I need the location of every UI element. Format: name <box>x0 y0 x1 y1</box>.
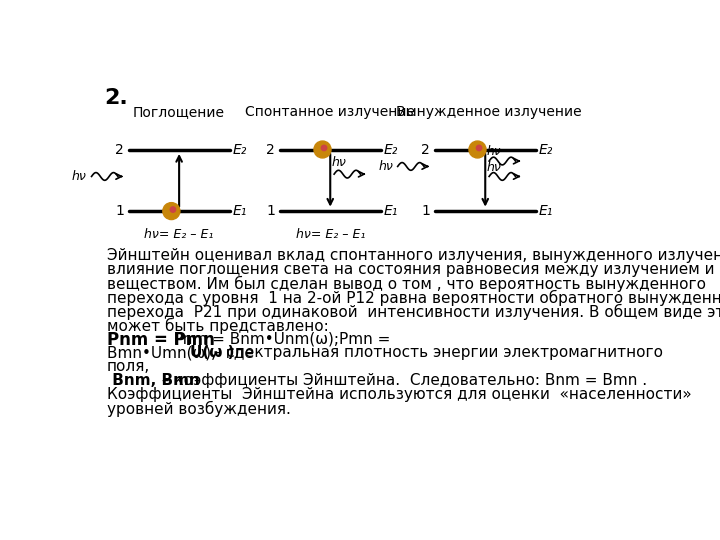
Text: Bmn•Umn(ω),  где: Bmn•Umn(ω), где <box>107 345 258 360</box>
Text: U(ω ): U(ω ) <box>190 345 235 360</box>
Text: hν: hν <box>332 156 346 169</box>
Circle shape <box>170 207 176 212</box>
Circle shape <box>321 145 327 151</box>
Text: hν: hν <box>72 170 87 183</box>
Circle shape <box>477 145 482 151</box>
Text: hν: hν <box>487 161 502 174</box>
Text: влияние поглощения света на состояния равновесия между излучением и: влияние поглощения света на состояния ра… <box>107 262 714 277</box>
Text: E₂: E₂ <box>233 143 247 157</box>
Text: 1: 1 <box>266 204 275 218</box>
Text: перехода  Р21 при одинаковой  интенсивности излучения. В общем виде это: перехода Р21 при одинаковой интенсивност… <box>107 303 720 320</box>
Text: 2: 2 <box>421 143 431 157</box>
Text: E₁: E₁ <box>539 204 553 218</box>
Text: 1: 1 <box>115 204 124 218</box>
Circle shape <box>469 141 486 158</box>
Text: E₁: E₁ <box>233 204 247 218</box>
Text: Bnm, Bmn: Bnm, Bmn <box>107 373 200 388</box>
Circle shape <box>314 141 331 158</box>
Text: Поглощение: Поглощение <box>133 105 225 119</box>
Text: Спонтанное излучение: Спонтанное излучение <box>246 105 415 119</box>
Text: Pnm = Pmn: Pnm = Pmn <box>107 331 215 349</box>
Text: E₂: E₂ <box>384 143 398 157</box>
Text: hν: hν <box>487 145 502 158</box>
Text: перехода с уровня  1 на 2-ой Р12 равна вероятности обратного вынужденного: перехода с уровня 1 на 2-ой Р12 равна ве… <box>107 289 720 306</box>
Text: - спектральная плотность энергии электромагнитного: - спектральная плотность энергии электро… <box>217 345 663 360</box>
Text: поля,: поля, <box>107 359 150 374</box>
Text: 1: 1 <box>421 204 431 218</box>
Text: может быть представлено:: может быть представлено: <box>107 318 329 334</box>
Text: 2.: 2. <box>104 88 127 108</box>
Text: E₂: E₂ <box>539 143 553 157</box>
Text: 2: 2 <box>266 143 275 157</box>
Text: Pnm = Bnm•Unm(ω);Pmn =: Pnm = Bnm•Unm(ω);Pmn = <box>164 331 391 346</box>
Text: – коэффициенты Эйнштейна.  Следовательно: Bnm = Bmn .: – коэффициенты Эйнштейна. Следовательно:… <box>157 373 647 388</box>
Text: Коэффициенты  Эйнштейна используются для оценки  «населенности»: Коэффициенты Эйнштейна используются для … <box>107 387 692 402</box>
Text: Вынужденное излучение: Вынужденное излучение <box>396 105 582 119</box>
Text: уровней возбуждения.: уровней возбуждения. <box>107 401 291 417</box>
Circle shape <box>163 202 180 220</box>
Text: hν= E₂ – E₁: hν= E₂ – E₁ <box>145 228 214 241</box>
Text: E₁: E₁ <box>384 204 398 218</box>
Text: hν: hν <box>378 160 393 173</box>
Text: веществом. Им был сделан вывод о том , что вероятность вынужденного: веществом. Им был сделан вывод о том , ч… <box>107 276 706 292</box>
Text: hν= E₂ – E₁: hν= E₂ – E₁ <box>296 228 365 241</box>
Text: 2: 2 <box>115 143 124 157</box>
Text: Эйнштейн оценивал вклад спонтанного излучения, вынужденного излучения и: Эйнштейн оценивал вклад спонтанного излу… <box>107 248 720 263</box>
